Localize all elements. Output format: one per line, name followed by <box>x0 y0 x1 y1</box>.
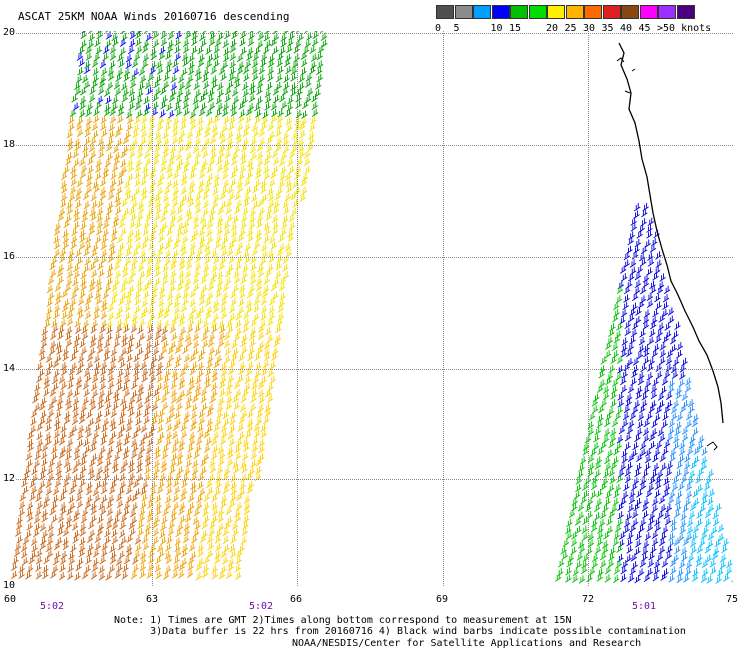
legend-label-6: 30 <box>583 23 596 34</box>
legend-swatch-3 <box>491 5 510 19</box>
lat-label-16: 16 <box>3 251 16 262</box>
legend-label-5: 25 <box>564 23 577 34</box>
gridline-lat-12 <box>7 479 733 480</box>
legend-label-3: 15 <box>509 23 522 34</box>
legend-swatch-10 <box>621 5 639 19</box>
credit-line: NOAA/NESDIS/Center for Satellite Applica… <box>292 638 642 649</box>
time-label-1: 5:02 <box>40 601 65 612</box>
legend-label-4: 20 <box>546 23 559 34</box>
legend-swatch-8 <box>584 5 602 19</box>
legend-swatch-2 <box>473 5 491 19</box>
coastline <box>616 42 724 451</box>
time-label-2: 5:02 <box>249 601 274 612</box>
gridline-lat-16 <box>7 257 733 258</box>
legend-swatch-7 <box>565 5 584 19</box>
gridline-lon-63 <box>152 31 153 586</box>
lon-label-72: 72 <box>582 594 595 605</box>
legend-swatch-1 <box>454 5 473 19</box>
map-plot-area <box>7 31 733 586</box>
lon-label-60: 60 <box>4 594 17 605</box>
footnotes: Note: 1) Times are GMT 2)Times along bot… <box>114 615 686 637</box>
legend-label-8: 40 <box>620 23 633 34</box>
lon-label-63: 63 <box>146 594 159 605</box>
gridline-lon-69 <box>443 31 444 586</box>
lat-label-10: 10 <box>3 580 16 591</box>
time-label-3: 5:01 <box>632 601 657 612</box>
legend-swatch-12 <box>658 5 676 19</box>
gridline-lat-14 <box>7 369 733 370</box>
lon-label-75: 75 <box>726 594 739 605</box>
legend-label-7: 35 <box>601 23 614 34</box>
lon-label-69: 69 <box>436 594 449 605</box>
gridline-lat-20 <box>7 33 733 34</box>
legend-swatch-13 <box>676 5 695 19</box>
legend-label-1: 5 <box>453 23 460 34</box>
map-title: ASCAT 25KM NOAA Winds 20160716 descendin… <box>18 10 290 23</box>
legend-swatch-9 <box>602 5 621 19</box>
lat-label-20: 20 <box>3 27 16 38</box>
legend-label-2: 10 <box>490 23 503 34</box>
wind-speed-legend: 0 5 10 15 20 25 30 35 40 45 >50 knots <box>435 5 736 37</box>
legend-label-10: >50 knots <box>657 23 712 34</box>
legend-swatch-6 <box>547 5 565 19</box>
lat-label-14: 14 <box>3 363 16 374</box>
lat-label-18: 18 <box>3 139 16 150</box>
legend-swatch-11 <box>639 5 658 19</box>
gridline-lat-18 <box>7 145 733 146</box>
legend-label-0: 0 <box>435 23 442 34</box>
legend-swatch-4 <box>510 5 528 19</box>
wind-barbs-layer <box>11 31 733 584</box>
legend-swatch-0 <box>436 5 454 19</box>
gridline-lon-66 <box>297 31 298 586</box>
legend-label-9: 45 <box>638 23 651 34</box>
legend-swatch-5 <box>528 5 547 19</box>
gridline-lon-72 <box>588 31 589 586</box>
lat-label-12: 12 <box>3 473 16 484</box>
lon-label-66: 66 <box>290 594 303 605</box>
